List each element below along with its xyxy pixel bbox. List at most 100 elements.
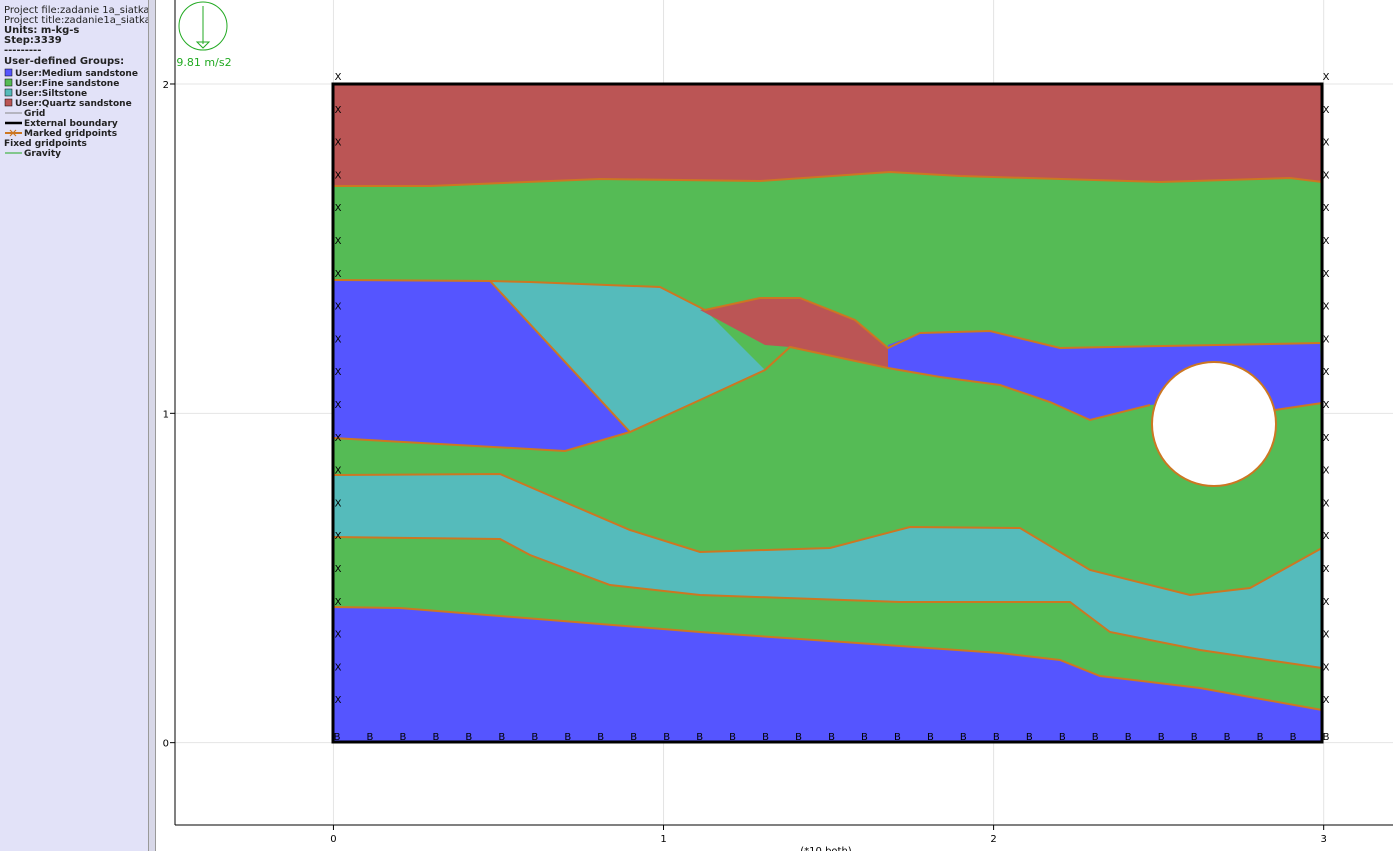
- fixed-b-marker: B: [894, 732, 901, 743]
- splitter[interactable]: [148, 0, 156, 851]
- scale-note: (*10 both): [800, 846, 852, 851]
- x-tick-label: 1: [660, 834, 666, 845]
- fixed-x-marker: X: [1323, 597, 1330, 608]
- gravity-icon: [178, 1, 228, 51]
- fixed-x-marker: X: [1323, 498, 1330, 509]
- fixed-b-marker: B: [729, 732, 736, 743]
- fixed-b-marker: B: [1290, 732, 1297, 743]
- quartz-sandstone: [333, 84, 1322, 186]
- fixed-b-marker: B: [861, 732, 868, 743]
- gravity-arrowhead: [195, 41, 211, 49]
- medium-sandstone: [333, 280, 630, 451]
- legend-label: Grid: [24, 109, 45, 119]
- fixed-b-marker: B: [828, 732, 835, 743]
- fixed-x-marker: X: [335, 269, 342, 280]
- sidebar: Project file:zadanie 1a_siatka Project ti…: [0, 0, 151, 851]
- legend-label: External boundary: [24, 119, 118, 129]
- fixed-b-marker: B: [531, 732, 538, 743]
- fixed-x-marker: X: [335, 400, 342, 411]
- fixed-b-marker: B: [1224, 732, 1231, 743]
- fixed-b-marker: B: [1158, 732, 1165, 743]
- quartz-sandstone: [700, 298, 888, 368]
- legend-label: User:Quartz sandstone: [15, 99, 132, 109]
- fixed-x-marker: X: [1323, 203, 1330, 214]
- fixed-b-marker: B: [927, 732, 934, 743]
- fixed-x-marker: X: [1323, 170, 1330, 181]
- fixed-b-marker: B: [1257, 732, 1264, 743]
- fixed-x-marker: X: [1323, 630, 1330, 641]
- legend-swatch: [4, 78, 13, 87]
- siltstone: [333, 474, 1322, 668]
- fixed-x-marker: X: [1323, 433, 1330, 444]
- fixed-b-marker: B: [597, 732, 604, 743]
- fixed-x-marker: X: [335, 597, 342, 608]
- fixed-b-marker: B: [367, 732, 374, 743]
- fixed-b-marker: B: [465, 732, 472, 743]
- fixed-x-marker: X: [1323, 138, 1330, 149]
- fixed-x-marker: X: [1323, 236, 1330, 247]
- fixed-x-marker: X: [1323, 531, 1330, 542]
- fixed-x-marker: X: [335, 695, 342, 706]
- info-text: Step:3339: [4, 35, 62, 46]
- fixed-b-marker: B: [1323, 732, 1330, 743]
- legend-label: User:Fine sandstone: [15, 79, 119, 89]
- fine-sandstone: [333, 84, 1322, 742]
- fixed-x-marker: X: [1323, 400, 1330, 411]
- medium-sandstone: [333, 607, 1322, 742]
- fixed-b-marker: B: [1059, 732, 1066, 743]
- fixed-x-marker: X: [335, 170, 342, 181]
- fixed-x-marker: X: [335, 105, 342, 116]
- legend-swatch: [4, 98, 13, 107]
- fixed-x-marker: X: [1323, 695, 1330, 706]
- y-tick-label: 0: [163, 739, 169, 750]
- fixed-b-marker: B: [334, 732, 341, 743]
- legend-swatch: [4, 68, 13, 77]
- fixed-b-marker: B: [993, 732, 1000, 743]
- fixed-x-marker: X: [335, 302, 342, 313]
- legend-label: User:Medium sandstone: [15, 69, 138, 79]
- fixed-b-marker: B: [432, 732, 439, 743]
- x-tick-label: 0: [330, 834, 336, 845]
- siltstone: [490, 281, 765, 432]
- fixed-x-marker: X: [1323, 72, 1330, 83]
- gravity-label: 9.81 m/s2: [176, 56, 231, 69]
- x-tick-label: 2: [990, 834, 996, 845]
- fixed-b-marker: B: [1092, 732, 1099, 743]
- fixed-x-marker: X: [1323, 662, 1330, 673]
- fixed-b-marker: B: [399, 732, 406, 743]
- opening: [1151, 361, 1277, 487]
- fixed-x-marker: X: [1323, 367, 1330, 378]
- fixed-x-marker: X: [1323, 105, 1330, 116]
- fixed-x-marker: X: [335, 72, 342, 83]
- fixed-x-marker: X: [335, 630, 342, 641]
- fixed-x-marker: X: [1323, 334, 1330, 345]
- fixed-x-marker: X: [1323, 466, 1330, 477]
- fixed-x-marker: X: [335, 203, 342, 214]
- fixed-b-marker: B: [663, 732, 670, 743]
- medium-sandstone: [888, 331, 1322, 420]
- legend-label: Gravity: [24, 149, 61, 159]
- info-text: Project file:zadanie 1a_siatka: [4, 5, 148, 16]
- fixed-b-marker: B: [762, 732, 769, 743]
- fixed-x-marker: X: [335, 367, 342, 378]
- fixed-x-marker: X: [335, 236, 342, 247]
- fixed-b-marker: B: [1191, 732, 1198, 743]
- fixed-x-marker: X: [335, 334, 342, 345]
- legend-swatch: [9, 129, 17, 137]
- y-tick-label: 2: [163, 80, 169, 91]
- fixed-b-marker: B: [564, 732, 571, 743]
- external-boundary: [331, 82, 1324, 744]
- fixed-x-marker: X: [335, 498, 342, 509]
- info-text: ---------: [4, 45, 41, 56]
- fixed-b-marker: B: [1125, 732, 1132, 743]
- y-tick-label: 1: [163, 409, 169, 420]
- fixed-b-marker: B: [795, 732, 802, 743]
- fixed-x-marker: X: [335, 466, 342, 477]
- fixed-b-marker: B: [696, 732, 703, 743]
- fixed-b-marker: B: [498, 732, 505, 743]
- fixed-x-marker: X: [335, 531, 342, 542]
- info-text: User-defined Groups:: [4, 56, 124, 67]
- legend-label: Marked gridpoints: [24, 129, 117, 139]
